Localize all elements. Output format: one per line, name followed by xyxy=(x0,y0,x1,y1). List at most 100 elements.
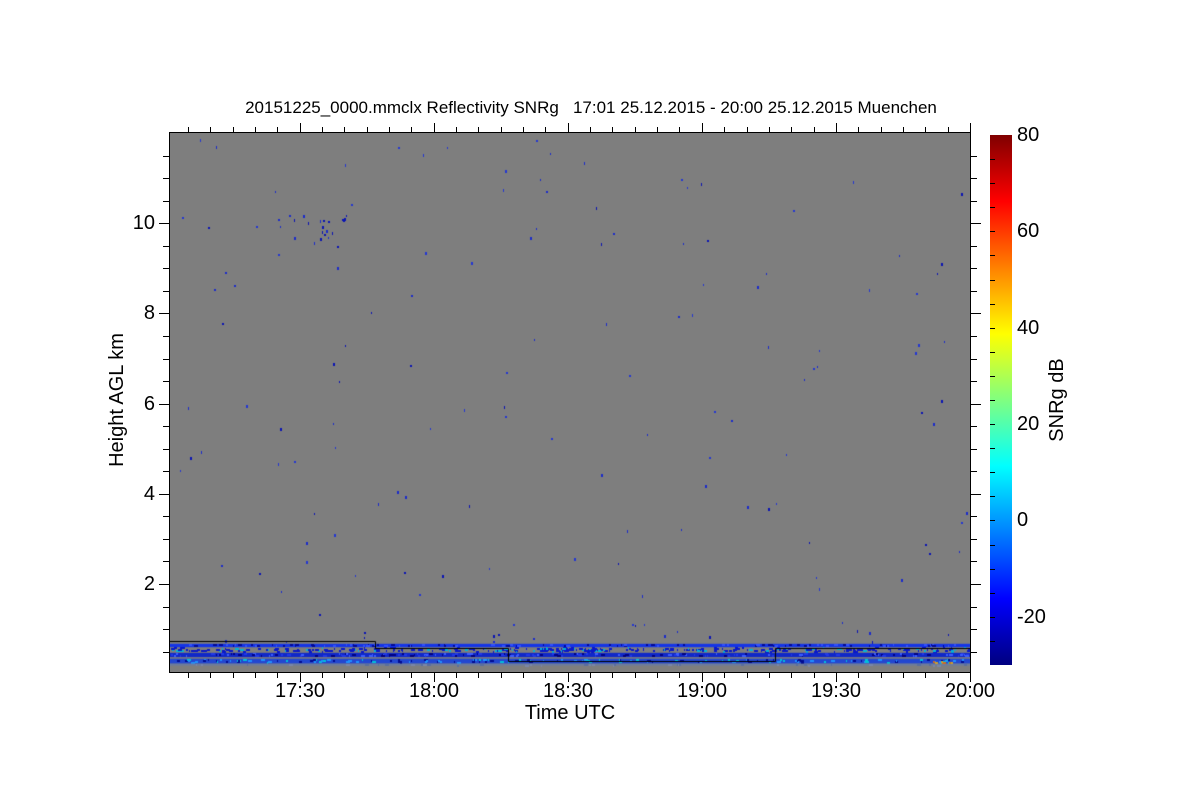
x-minor-tick xyxy=(523,673,524,678)
y-minor-tick xyxy=(163,178,169,179)
x-minor-tick xyxy=(411,673,412,678)
x-minor-tick-top xyxy=(501,127,502,132)
x-minor-tick-top xyxy=(367,127,368,132)
plot-title: 20151225_0000.mmclx Reflectivity SNRg 17… xyxy=(245,98,937,117)
x-minor-tick xyxy=(501,673,502,678)
x-minor-tick-top xyxy=(188,127,189,132)
y-minor-tick xyxy=(163,381,169,382)
colorbar-title: SNRg dB xyxy=(1046,358,1068,442)
x-minor-tick xyxy=(791,673,792,678)
x-minor-tick xyxy=(344,673,345,678)
x-minor-tick-top xyxy=(456,127,457,132)
y-minor-tick xyxy=(163,539,169,540)
y-minor-tick xyxy=(163,471,169,472)
y-minor-tick xyxy=(163,268,169,269)
y-minor-tick xyxy=(163,561,169,562)
colorbar-tick xyxy=(990,183,995,184)
colorbar-tick xyxy=(990,207,995,208)
x-minor-tick-top xyxy=(903,127,904,132)
x-minor-tick-top xyxy=(747,127,748,132)
y-minor-tick xyxy=(163,629,169,630)
y-minor-tick xyxy=(163,449,169,450)
y-major-tick xyxy=(159,313,169,314)
x-minor-tick xyxy=(925,673,926,678)
x-minor-tick-top xyxy=(881,127,882,132)
x-minor-tick-top xyxy=(255,127,256,132)
y-major-tick xyxy=(159,494,169,495)
x-tick-label: 18:00 xyxy=(408,680,460,702)
y-major-tick xyxy=(159,223,169,224)
x-major-tick xyxy=(702,673,703,682)
colorbar-tick xyxy=(990,448,995,449)
x-minor-tick xyxy=(657,673,658,678)
colorbar-tick xyxy=(990,472,995,473)
y-minor-tick-right xyxy=(971,539,977,540)
x-major-tick-top xyxy=(300,123,301,132)
y-minor-tick xyxy=(163,246,169,247)
colorbar-tick xyxy=(990,424,995,425)
x-minor-tick xyxy=(389,673,390,678)
y-minor-tick-right xyxy=(971,359,977,360)
colorbar-tick-label: 80 xyxy=(1017,124,1040,146)
x-minor-tick-top xyxy=(948,127,949,132)
x-minor-tick xyxy=(590,673,591,678)
colorbar-tick xyxy=(990,569,995,570)
x-major-tick-top xyxy=(702,123,703,132)
x-major-tick xyxy=(836,673,837,682)
x-axis-title: Time UTC xyxy=(524,702,616,724)
x-minor-tick xyxy=(545,673,546,678)
colorbar-tick-label: 0 xyxy=(1017,509,1029,532)
x-tick-label: 19:30 xyxy=(810,680,862,702)
y-minor-tick-right xyxy=(971,201,977,202)
colorbar-tick-label: 60 xyxy=(1017,220,1040,243)
y-tick-label: 10 xyxy=(132,212,155,234)
x-minor-tick xyxy=(478,673,479,678)
x-minor-tick xyxy=(903,673,904,678)
x-minor-tick-top xyxy=(389,127,390,132)
x-minor-tick xyxy=(233,673,234,678)
x-minor-tick-top xyxy=(724,127,725,132)
y-tick-label: 6 xyxy=(143,393,155,415)
colorbar-tick xyxy=(990,255,995,256)
colorbar-tick xyxy=(990,593,995,594)
y-major-tick-right xyxy=(971,223,981,224)
y-major-tick-right xyxy=(971,313,981,314)
colorbar-tick xyxy=(990,159,995,160)
colorbar-tick xyxy=(990,520,995,521)
y-minor-tick xyxy=(163,426,169,427)
x-tick-label: 18:30 xyxy=(542,680,594,702)
x-tick-label: 17:30 xyxy=(274,680,326,702)
x-minor-tick xyxy=(948,673,949,678)
plot-frame xyxy=(169,132,971,673)
x-minor-tick xyxy=(881,673,882,678)
x-major-tick xyxy=(300,673,301,682)
x-minor-tick-top xyxy=(322,127,323,132)
colorbar-tick-label: -20 xyxy=(1017,605,1046,628)
y-minor-tick-right xyxy=(971,156,977,157)
x-minor-tick-top xyxy=(545,127,546,132)
x-minor-tick-top xyxy=(233,127,234,132)
x-minor-tick-top xyxy=(523,127,524,132)
x-major-tick xyxy=(434,673,435,682)
x-minor-tick xyxy=(769,673,770,678)
x-minor-tick xyxy=(255,673,256,678)
x-minor-tick xyxy=(456,673,457,678)
y-minor-tick xyxy=(163,607,169,608)
y-minor-tick-right xyxy=(971,291,977,292)
colorbar-tick xyxy=(990,231,995,232)
y-major-tick xyxy=(159,584,169,585)
x-minor-tick-top xyxy=(612,127,613,132)
x-minor-tick-top xyxy=(858,127,859,132)
x-minor-tick xyxy=(858,673,859,678)
y-minor-tick-right xyxy=(971,449,977,450)
y-minor-tick xyxy=(163,336,169,337)
colorbar-tick xyxy=(990,280,995,281)
x-minor-tick-top xyxy=(411,127,412,132)
x-major-tick-top xyxy=(970,123,971,132)
y-minor-tick xyxy=(163,291,169,292)
x-major-tick-top xyxy=(836,123,837,132)
y-minor-tick-right xyxy=(971,516,977,517)
x-tick-label: 19:00 xyxy=(676,680,728,702)
colorbar-tick-label: 20 xyxy=(1017,413,1040,436)
